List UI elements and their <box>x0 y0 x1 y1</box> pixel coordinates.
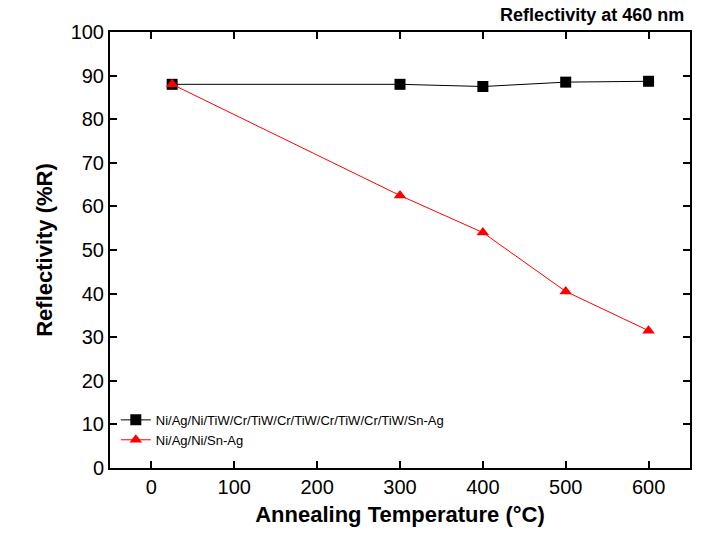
svg-text:50: 50 <box>82 239 104 261</box>
svg-text:40: 40 <box>82 283 104 305</box>
svg-text:70: 70 <box>82 152 104 174</box>
svg-text:Reflectivity (%R): Reflectivity (%R) <box>32 163 57 337</box>
svg-text:400: 400 <box>466 476 499 498</box>
svg-text:90: 90 <box>82 65 104 87</box>
svg-text:Ni/Ag/Ni/Sn-Ag: Ni/Ag/Ni/Sn-Ag <box>156 433 243 448</box>
svg-text:0: 0 <box>93 457 104 479</box>
svg-text:500: 500 <box>549 476 582 498</box>
svg-text:100: 100 <box>71 21 104 43</box>
svg-text:200: 200 <box>300 476 333 498</box>
svg-text:80: 80 <box>82 108 104 130</box>
svg-text:300: 300 <box>383 476 416 498</box>
svg-text:60: 60 <box>82 195 104 217</box>
svg-text:600: 600 <box>632 476 665 498</box>
svg-text:10: 10 <box>82 413 104 435</box>
svg-text:Annealing Temperature (°C): Annealing Temperature (°C) <box>255 502 545 527</box>
svg-text:100: 100 <box>218 476 251 498</box>
svg-text:20: 20 <box>82 370 104 392</box>
svg-text:0: 0 <box>146 476 157 498</box>
svg-text:Ni/Ag/Ni/TiW/Cr/TiW/Cr/TiW/Cr/: Ni/Ag/Ni/TiW/Cr/TiW/Cr/TiW/Cr/TiW/Cr/TiW… <box>156 413 444 428</box>
svg-text:Reflectivity at 460 nm: Reflectivity at 460 nm <box>500 5 684 25</box>
svg-text:30: 30 <box>82 326 104 348</box>
